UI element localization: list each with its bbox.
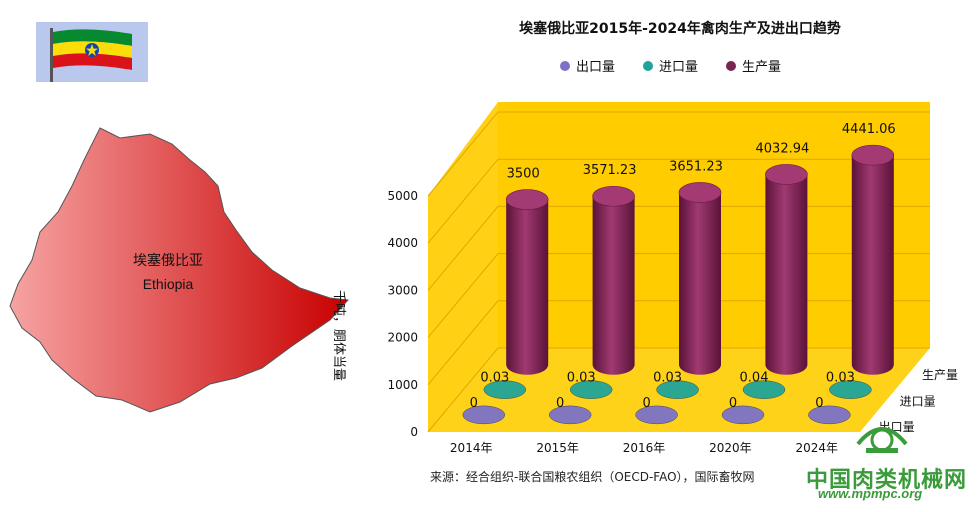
legend-marker-import: [643, 60, 654, 71]
legend-item-import: 进口量: [643, 56, 698, 75]
y-tick-label: 5000: [387, 189, 418, 203]
disc-1-4: [829, 380, 872, 399]
bar-2-2: [679, 192, 721, 375]
bar-top-2-4: [851, 144, 895, 166]
disc-1-3: [742, 380, 786, 399]
ethiopia-map: [9, 127, 350, 413]
watermark-text: 中国肉类机械网: [806, 468, 968, 493]
y-tick-label: 4000: [387, 236, 418, 250]
chart-title: 埃塞俄比亚2015年-2024年禽肉生产及进出口趋势: [519, 21, 841, 37]
legend-label-export: 出口量: [576, 60, 616, 75]
bar-2-4: [851, 155, 894, 375]
left-wall: [428, 102, 498, 432]
flag-stripe-red: [53, 53, 132, 70]
disc-0-0: [462, 405, 505, 425]
x-tick-label: 2016年: [623, 441, 666, 455]
data-label: 3651.23: [669, 159, 723, 174]
map-shape: [9, 127, 350, 413]
disc-0-3: [721, 405, 765, 425]
flag-stripe-green: [53, 29, 132, 46]
map-label-en: Ethiopia: [142, 276, 194, 292]
flag-panel: [36, 22, 148, 82]
data-label: 0.04: [740, 371, 769, 386]
disc-0-1: [549, 405, 592, 425]
watermark-logo-icon: [856, 427, 908, 453]
bar-top-2-3: [765, 164, 808, 185]
bar-top-2-0: [505, 189, 549, 210]
data-label: 0: [470, 396, 478, 411]
depth-axis-label: 生产量: [922, 368, 958, 382]
bar-2-1: [592, 196, 635, 375]
data-label: 0.03: [826, 371, 855, 386]
bar-top-2-2: [678, 182, 722, 203]
data-label: 0: [556, 396, 564, 411]
bar-2-0: [506, 199, 549, 375]
data-label: 0.03: [480, 371, 509, 386]
y-tick-label: 3000: [387, 283, 418, 297]
legend-marker-production: [726, 60, 737, 71]
legend-marker-export: [560, 60, 570, 71]
map-label-cn: 埃塞俄比亚: [133, 253, 203, 269]
data-label: 4441.06: [842, 122, 896, 137]
ethiopia-flag-icon: [50, 28, 132, 82]
data-label: 4032.94: [756, 141, 810, 156]
y-tick-label: 1000: [387, 378, 418, 392]
bar-2-3: [765, 174, 808, 375]
disc-0-2: [635, 405, 678, 425]
data-label: 0.03: [653, 371, 682, 386]
y-tick-label: 0: [410, 425, 418, 439]
depth-axis-label: 进口量: [900, 395, 936, 409]
disc-1-2: [656, 380, 699, 399]
y-axis-label: 千吨，胴体当量: [331, 290, 346, 382]
legend-item-production: 生产量: [726, 56, 781, 75]
legend-label-import: 进口量: [659, 60, 699, 75]
flag-pole: [50, 28, 53, 82]
data-label: 0: [729, 396, 737, 411]
watermark-url: www.mpmpc.org: [818, 486, 923, 501]
disc-1-1: [570, 380, 613, 399]
data-label: 0: [815, 396, 823, 411]
x-tick-label: 2024年: [796, 441, 839, 455]
x-tick-label: 2015年: [536, 441, 579, 455]
x-tick-label: 2014年: [450, 441, 493, 455]
source-note: 来源：经合组织-联合国粮农组织（OECD-FAO），国际畜牧网: [430, 470, 755, 484]
bar-top-2-1: [592, 185, 635, 207]
data-label: 3571.23: [583, 163, 637, 178]
gridline: [427, 111, 930, 197]
gridline: [427, 158, 930, 244]
data-label: 0.03: [567, 371, 596, 386]
flag-star-icon: [86, 44, 98, 56]
chart-legend: 出口量 进口量 生产量: [560, 56, 781, 75]
data-label: 3500: [507, 167, 540, 182]
disc-1-0: [483, 380, 526, 399]
y-tick-label: 2000: [387, 331, 418, 345]
data-label: 0: [642, 396, 650, 411]
legend-item-export: 出口量: [560, 56, 615, 75]
legend-label-production: 生产量: [742, 60, 782, 75]
disc-0-4: [808, 405, 851, 425]
x-tick-label: 2020年: [709, 441, 752, 455]
